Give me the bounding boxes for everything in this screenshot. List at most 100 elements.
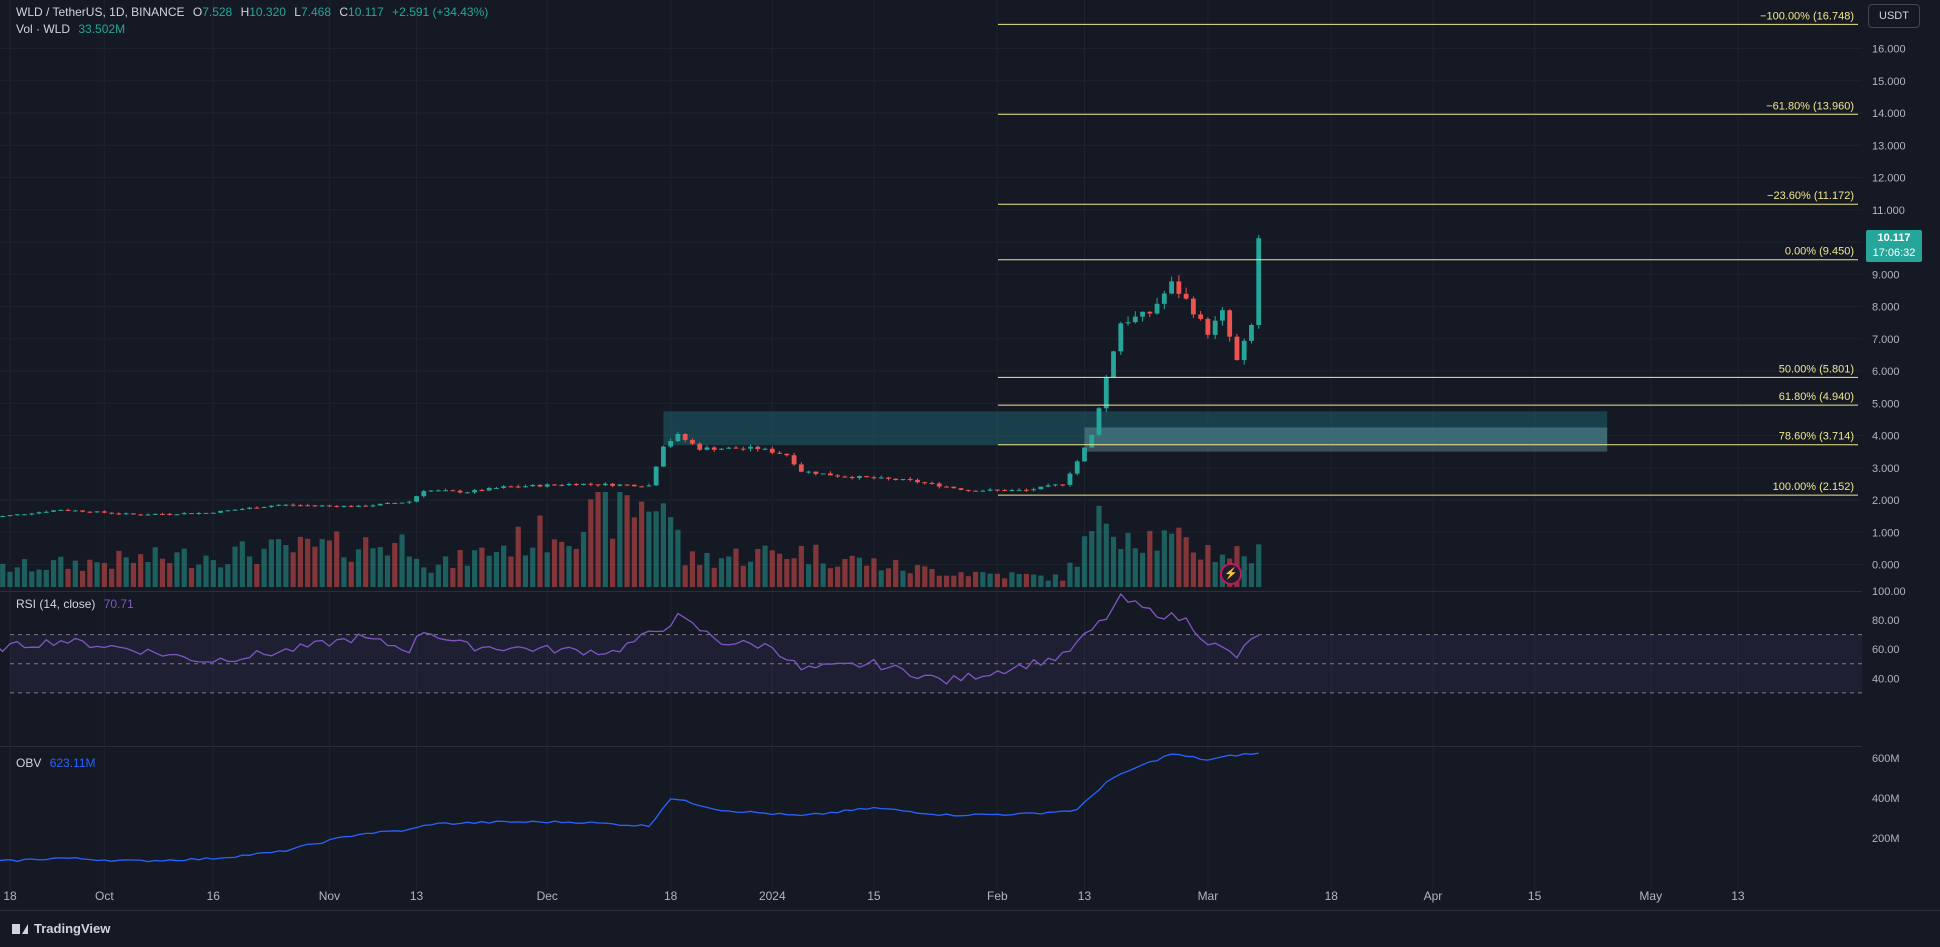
candle-body <box>392 502 398 504</box>
candle-body <box>435 490 441 492</box>
fib-retracement[interactable]: −100.00% (16.748) −61.80% (13.960) −23.60%… <box>998 10 1858 496</box>
candle-body <box>1074 461 1080 474</box>
volume-bar <box>914 565 921 587</box>
volume-bar <box>14 567 20 587</box>
candle-body <box>501 486 507 488</box>
candle-body <box>835 475 841 477</box>
rsi-legend[interactable]: RSI (14, close) 70.71 <box>16 597 139 611</box>
volume-bar <box>290 552 296 587</box>
candle-body <box>573 483 579 486</box>
volume-bar <box>1176 527 1182 587</box>
volume-bar <box>827 568 833 587</box>
tradingview-logo[interactable]: TradingView <box>12 921 110 936</box>
open-value: 7.528 <box>202 5 233 19</box>
volume-bar <box>50 560 57 587</box>
currency-button[interactable]: USDT <box>1868 4 1920 28</box>
price-tick-label: 9.000 <box>1872 269 1900 281</box>
volume-bar <box>109 568 115 587</box>
volume-bar <box>152 547 158 587</box>
volume-bar <box>1147 530 1153 587</box>
candle-body <box>1038 486 1044 490</box>
candle-body <box>1111 351 1116 378</box>
volume-bar <box>762 545 768 587</box>
volume-bar <box>1081 536 1088 587</box>
candle-body <box>239 508 245 510</box>
high-label: H <box>240 5 250 19</box>
candle-body <box>552 484 557 486</box>
volume-bar <box>326 540 333 587</box>
pane-separator-obv[interactable] <box>0 746 1862 747</box>
volume-bar <box>167 563 173 587</box>
volume-bar <box>559 541 565 587</box>
volume-bar <box>319 539 325 587</box>
volume-bar <box>972 571 979 587</box>
candle-body <box>769 448 775 453</box>
fib-label: 78.60% (3.714) <box>1779 431 1854 443</box>
volume-bar <box>776 553 783 587</box>
candle-body <box>1169 281 1174 294</box>
high-value: 10.320 <box>249 5 286 19</box>
volume-bar <box>428 572 434 587</box>
volume-bar <box>566 546 572 587</box>
candle-body <box>428 490 434 492</box>
candle-body <box>29 513 35 515</box>
fib-label: 61.80% (4.940) <box>1779 391 1854 403</box>
volume-bar <box>704 552 710 587</box>
candle-body <box>726 447 732 449</box>
volume-bar <box>138 554 144 587</box>
candle-body <box>457 490 463 493</box>
volume-bar <box>421 567 427 587</box>
volume-bar <box>145 562 151 587</box>
candle-body <box>1089 434 1095 448</box>
candle-body <box>610 483 615 486</box>
candle-body <box>857 476 862 479</box>
price-tick-label: 2.000 <box>1872 495 1900 507</box>
volume-bar <box>1190 552 1196 587</box>
lightning-icon[interactable]: ⚡ <box>1220 563 1242 585</box>
volume-bar <box>72 560 78 587</box>
volume-bar <box>348 561 354 587</box>
symbol-title[interactable]: WLD / TetherUS, 1D, BINANCE <box>16 5 185 19</box>
volume-bar <box>305 538 311 587</box>
candle-body <box>1132 316 1138 323</box>
volume-bar <box>377 547 383 587</box>
candle-body <box>1161 293 1167 304</box>
candle-body <box>138 514 144 516</box>
volume-bar <box>755 548 761 587</box>
volume-bar <box>711 567 717 587</box>
pane-separator-rsi[interactable] <box>0 591 1862 592</box>
candle-body <box>203 512 209 514</box>
candle-body <box>370 505 376 507</box>
candle-body <box>994 489 1000 491</box>
volume-bar <box>334 531 340 587</box>
candle-body <box>661 446 666 467</box>
obv-legend[interactable]: OBV 623.11M <box>16 756 101 770</box>
volume-bar <box>0 563 6 587</box>
candle-body <box>1053 484 1058 486</box>
price-axis[interactable]: 16.00015.00014.00013.00012.00011.00010.0… <box>1862 0 1940 910</box>
candle-body <box>1045 485 1051 487</box>
volume-bar <box>7 571 13 587</box>
candle-body <box>1256 238 1262 325</box>
fib-label: 0.00% (9.450) <box>1785 246 1854 258</box>
volume-bar <box>65 568 71 587</box>
candle-body <box>965 489 971 491</box>
candle-body <box>348 505 354 507</box>
supply-zones <box>663 411 1608 452</box>
candle-body <box>958 488 964 490</box>
candle-body <box>1227 310 1233 337</box>
time-axis[interactable]: 18 Oct 16 Nov 13 Dec 18 2024 15 Feb 13 Mar 18 Apr 15 Ma… <box>3 889 1885 903</box>
symbol-legend[interactable]: WLD / TetherUS, 1D, BINANCE O7.528 H10.3… <box>16 5 493 19</box>
volume-bar <box>283 545 289 587</box>
candle-body <box>784 453 790 456</box>
volume-bar <box>994 573 1000 587</box>
candle-body <box>181 513 187 515</box>
volume-bar <box>188 567 195 587</box>
volume-bar <box>217 567 224 587</box>
volume-bar <box>363 537 369 587</box>
volume-bar <box>203 555 209 587</box>
volume-value: 33.502M <box>78 22 126 36</box>
volume-legend[interactable]: Vol · WLD 33.502M <box>16 22 130 36</box>
candle-body <box>377 503 383 506</box>
